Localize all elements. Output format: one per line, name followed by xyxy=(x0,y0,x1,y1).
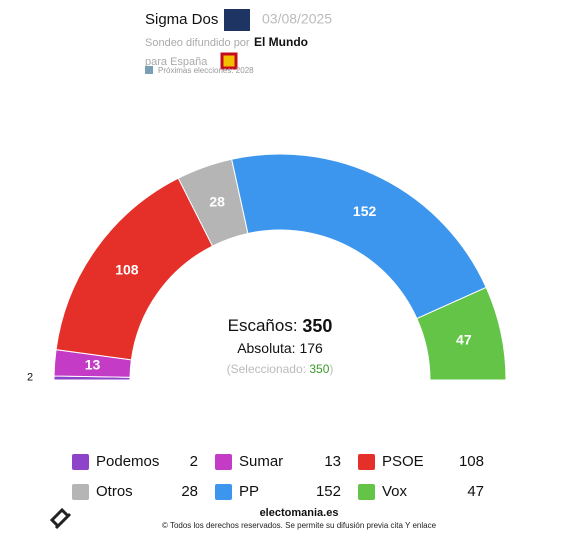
legend-name: PP xyxy=(239,483,259,500)
next-elections: Próximas elecciones: 2028 xyxy=(158,66,254,75)
seat-segment xyxy=(416,286,507,381)
segment-label: 152 xyxy=(353,203,377,219)
seats-label: Escaños: xyxy=(228,316,298,335)
selected-label: (Seleccionado: xyxy=(227,362,306,376)
date: 03/08/2025 xyxy=(262,11,332,27)
legend-value: 47 xyxy=(467,483,484,500)
legend-name: Sumar xyxy=(239,453,283,470)
legend-swatch xyxy=(72,454,89,470)
media: El Mundo xyxy=(254,35,308,49)
selected: (Seleccionado: 350) xyxy=(227,362,334,376)
segment-label: 28 xyxy=(209,194,225,210)
segment-label: 2 xyxy=(27,372,33,384)
legend-value: 28 xyxy=(181,483,198,500)
legend-value: 152 xyxy=(316,483,341,500)
flag xyxy=(220,52,238,70)
published-by: Sondeo difundido por xyxy=(145,37,250,49)
pollster-logo xyxy=(224,9,250,31)
legend-swatch xyxy=(215,454,232,470)
legend-swatch xyxy=(358,454,375,470)
seats-total: Escaños: 350 xyxy=(228,316,333,336)
majority-value: 176 xyxy=(299,340,323,356)
selected-suffix: ) xyxy=(329,362,333,376)
legend: Podemos 2 Sumar 13 PSOE 108 Otros 28 PP 152 Vox 47 xyxy=(72,453,484,500)
legend-name: Otros xyxy=(96,483,133,500)
pollster: Sigma Dos xyxy=(145,11,218,28)
selected-value: 350 xyxy=(309,362,329,376)
majority-label: Absoluta: xyxy=(237,340,295,356)
segment-label: 13 xyxy=(85,356,101,372)
legend-value: 13 xyxy=(324,453,341,470)
segment-label: 47 xyxy=(456,331,472,347)
footer-logo xyxy=(49,507,72,530)
legend-value: 2 xyxy=(190,453,198,470)
region: para España xyxy=(145,56,208,68)
segment-label: 108 xyxy=(115,262,139,278)
legend-name: Vox xyxy=(382,483,408,500)
site: electomania.es xyxy=(260,507,339,519)
legend-swatch xyxy=(358,484,375,500)
seats-value: 350 xyxy=(302,316,332,336)
majority: Absoluta: 176 xyxy=(237,340,323,356)
legend-swatch xyxy=(215,484,232,500)
legend-name: PSOE xyxy=(382,453,424,470)
rights: © Todos los derechos reservados. Se perm… xyxy=(162,521,437,530)
legend-value: 108 xyxy=(459,453,484,470)
legend-swatch xyxy=(72,484,89,500)
parliament: 2 13 108 28 152 47 xyxy=(27,153,507,384)
cube-icon xyxy=(145,66,153,74)
legend-name: Podemos xyxy=(96,453,159,470)
seat-segment xyxy=(231,153,487,320)
